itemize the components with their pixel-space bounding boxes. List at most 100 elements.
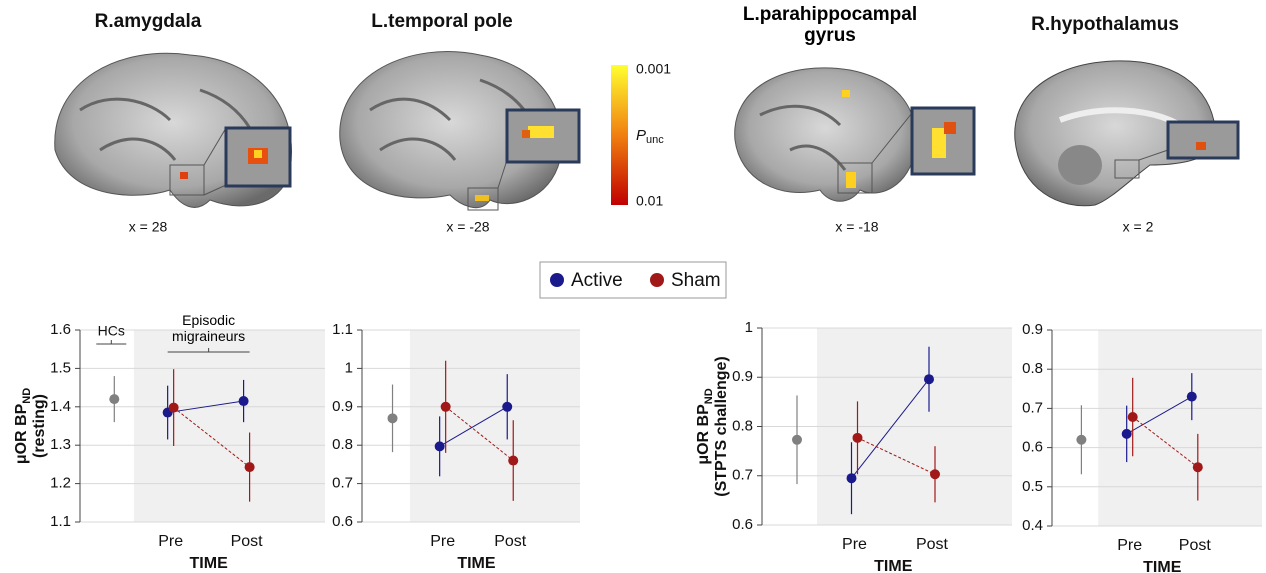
y-tick-label: 0.9 [332, 398, 353, 415]
y-tick-label: 0.7 [1022, 399, 1043, 416]
data-point [244, 462, 255, 473]
y-axis-title: μOR BPND [695, 388, 715, 464]
y-tick-label: 0.9 [732, 368, 753, 385]
x-axis-title: TIME [874, 558, 913, 573]
brain-panel: R.hypothalamus x = 2 [1014, 14, 1240, 235]
activation [842, 90, 850, 97]
bracket [96, 340, 127, 345]
x-tick-label: Post [1179, 537, 1212, 554]
roi-box [837, 162, 873, 194]
legend-box [539, 261, 727, 299]
colorbar: 0.001 0.01 Punc [611, 61, 671, 209]
annotation: Episodic migraineurs [172, 312, 246, 344]
y-tick-label: 1 [345, 359, 353, 376]
annotation-box: Episodic migraineurs [172, 312, 246, 344]
colorbar-label-sub: unc [646, 134, 664, 146]
y-axis-title: μOR BPND [13, 388, 33, 464]
zoom-inset [1166, 120, 1240, 160]
y-tick-label: 0.7 [732, 467, 753, 484]
data-point [440, 401, 451, 412]
colorbar-top: 0.001 [636, 61, 671, 77]
data-point [508, 455, 519, 466]
activation [180, 172, 188, 179]
legend: Active Sham [539, 261, 727, 299]
y-tick-label: 1.5 [50, 359, 71, 376]
series-line [167, 400, 244, 414]
y-tick-label: 0.9 [1022, 321, 1043, 338]
zoom-line [203, 127, 227, 166]
corpus-callosum [1058, 107, 1182, 128]
brain-slice [339, 51, 563, 209]
group-shading [133, 330, 325, 522]
activation [522, 130, 530, 138]
slice-label: x = -28 [446, 219, 489, 235]
colorbar-label-main: P [636, 127, 646, 144]
y-axis-title-sub: ND [703, 388, 715, 404]
data-point [502, 401, 513, 412]
zoom-inset [224, 126, 292, 188]
activation [846, 172, 856, 188]
roi-box [467, 187, 499, 211]
data-point [792, 434, 802, 445]
colorbar-bottom: 0.01 [636, 193, 663, 209]
y-tick-label: 1.4 [50, 398, 71, 415]
y-tick-label: 0.8 [1022, 360, 1043, 377]
data-point [387, 413, 398, 424]
chart: 0.4 0.5 0.6 0.7 0.8 0.9 Pre Post TIME [1022, 321, 1262, 573]
data-point [238, 396, 249, 407]
y-tick-label: 0.8 [732, 417, 753, 434]
x-tick-label: Pre [842, 536, 867, 553]
brain-title: L.temporal pole [371, 11, 512, 32]
y-tick-label: 1.2 [50, 475, 71, 492]
legend-label: Sham [671, 270, 721, 291]
data-point [930, 469, 940, 480]
data-point [434, 441, 445, 452]
zoom-line [497, 159, 508, 189]
zoom-line [1138, 149, 1169, 161]
legend-marker [550, 273, 564, 287]
cerebellum [1058, 145, 1102, 185]
y-tick-label: 0.6 [732, 516, 753, 533]
roi-box [1114, 159, 1140, 179]
x-tick-label: Post [916, 536, 949, 553]
series-line [851, 378, 930, 479]
x-tick-label: Post [494, 533, 527, 550]
series-line [1132, 416, 1199, 468]
y-tick-label: 0.6 [1022, 439, 1043, 456]
series-line [445, 406, 514, 461]
series-line [173, 407, 250, 468]
data-point [852, 432, 863, 443]
data-point [1192, 462, 1203, 473]
activation [1196, 142, 1206, 150]
brain-slice [734, 67, 917, 202]
y-tick-label: 1.1 [50, 513, 71, 530]
series-line [1126, 396, 1193, 435]
brain-panel: L.parahippocampal gyrus x = -18 [734, 4, 976, 235]
activation [944, 122, 956, 134]
brain-panel: L.temporal pole x = -28 [339, 11, 581, 235]
brain-title: R.hypothalamus [1031, 14, 1179, 35]
brain-sulci [759, 104, 847, 171]
activation [932, 128, 946, 158]
data-point [1127, 412, 1138, 423]
y-tick-label: 0.4 [1022, 517, 1043, 534]
data-point [924, 374, 934, 385]
y-axis-title-sub: ND [21, 388, 33, 404]
y-axis-title-main: μOR BP [13, 403, 30, 464]
y-axis-title-line2: (resting) [31, 394, 48, 458]
x-axis-title: TIME [1143, 559, 1182, 573]
legend-marker [650, 273, 664, 287]
data-point [168, 402, 179, 413]
y-tick-label: 0.7 [332, 475, 353, 492]
bracket [167, 348, 250, 353]
brain-title: R.amygdala [95, 11, 202, 32]
colorbar-gradient [611, 65, 628, 205]
roi-box [169, 164, 205, 196]
brain-panel: R.amygdala x = 28 [54, 11, 292, 235]
series-line [857, 437, 936, 475]
x-axis-title: TIME [457, 555, 496, 572]
activation [475, 195, 489, 201]
x-tick-label: Post [231, 533, 264, 550]
